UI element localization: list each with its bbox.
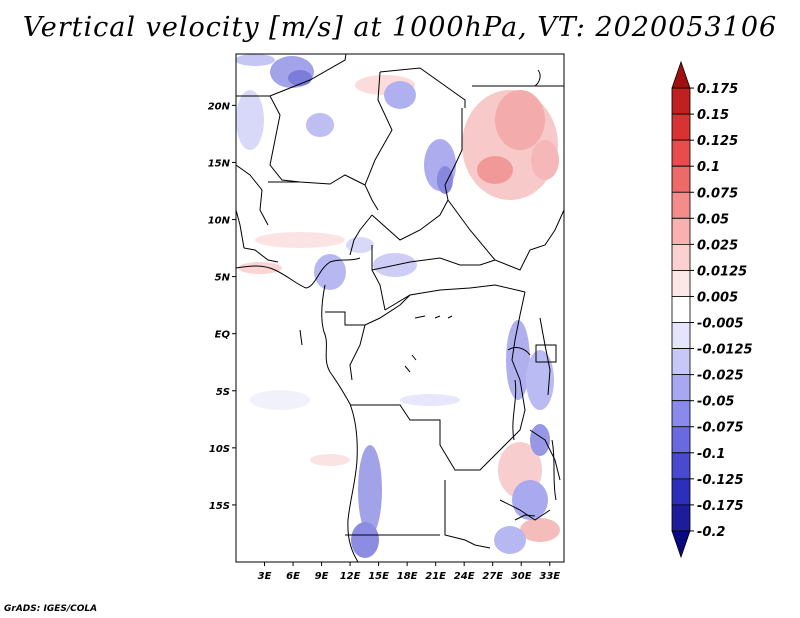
lat-tick-label: 15S [209, 501, 230, 512]
colorbar-segment [671, 191, 691, 219]
lat-tick-label: 5N [215, 273, 231, 284]
colorbar-segment [671, 243, 691, 271]
colorbar-label: -0.1 [697, 447, 725, 462]
colorbar-label: 0.175 [697, 82, 738, 97]
colorbar-label: 0.125 [697, 134, 738, 149]
colorbar-segment [671, 504, 691, 532]
lat-tick-label: 10S [209, 444, 230, 455]
grads-credit: GrADS: IGES/COLA [4, 604, 98, 614]
colorbar-label: 0.025 [697, 238, 738, 253]
colorbar-label: 0.1 [697, 160, 720, 175]
colorbar-label: -0.075 [697, 421, 744, 436]
colorbar-segment [671, 87, 691, 115]
lat-tick-label: 5S [216, 387, 230, 398]
colorbar-label: 0.05 [697, 212, 729, 227]
lon-tick-label: 6E [286, 571, 300, 582]
colorbar-segment [671, 374, 691, 402]
lon-tick-label: 21E [425, 571, 446, 582]
lat-tick-label: EQ [215, 330, 231, 341]
colorbar-label: 0.15 [697, 108, 729, 123]
colorbar-segment [671, 400, 691, 428]
colorbar-segment [671, 426, 691, 454]
lat-tick-label: 20N [208, 101, 231, 112]
country-borders [236, 54, 564, 562]
colorbar-segment [671, 139, 691, 167]
colorbar-segment [671, 478, 691, 506]
colorbar-segment [671, 165, 691, 193]
colorbar-label: -0.2 [697, 525, 725, 540]
map-title: Vertical velocity [m/s] at 1000hPa, VT: … [22, 12, 778, 43]
lon-tick-label: 30E [511, 571, 532, 582]
colorbar-segment [671, 270, 691, 297]
colorbar-label: -0.175 [697, 499, 744, 514]
colorbar-label: 0.005 [697, 290, 738, 305]
latitude-axis: 20N 15N 10N 5N EQ 5S 10S 15S [208, 101, 236, 512]
velocity-field-shading [236, 54, 560, 558]
lon-tick-label: 3E [258, 571, 272, 582]
colorbar-label: 0.075 [697, 186, 738, 201]
colorbar-segment [671, 217, 691, 245]
lon-tick-label: 33E [539, 571, 560, 582]
map-frame [235, 53, 565, 563]
colorbar-label: -0.025 [697, 369, 744, 384]
colorbar-segment [671, 530, 691, 559]
lat-tick-label: 15N [208, 158, 231, 169]
colorbar-segment [671, 296, 691, 323]
colorbar-label: -0.0125 [697, 343, 753, 358]
longitude-axis: 3E 6E 9E 12E 15E 18E 21E 24E 27E 30E 33E [258, 562, 560, 582]
colorbar-segment [671, 113, 691, 141]
colorbar-segment [671, 348, 691, 376]
lon-tick-label: 12E [340, 571, 361, 582]
lon-tick-label: 15E [368, 571, 389, 582]
colorbar-label: -0.005 [697, 317, 744, 332]
lon-tick-label: 18E [397, 571, 418, 582]
lon-tick-label: 9E [315, 571, 329, 582]
colorbar-label: 0.0125 [697, 264, 747, 279]
colorbar-segment [671, 60, 691, 89]
colorbar: 0.175 0.15 0.125 0.1 0.075 0.05 0.025 0.0125 0.0… [671, 60, 753, 559]
lon-tick-label: 27E [482, 571, 503, 582]
colorbar-segment [671, 452, 691, 480]
colorbar-label: -0.125 [697, 473, 744, 488]
colorbar-segment [671, 322, 691, 349]
colorbar-label: -0.05 [697, 395, 734, 410]
lon-tick-label: 24E [454, 571, 475, 582]
lat-tick-label: 10N [208, 216, 231, 227]
